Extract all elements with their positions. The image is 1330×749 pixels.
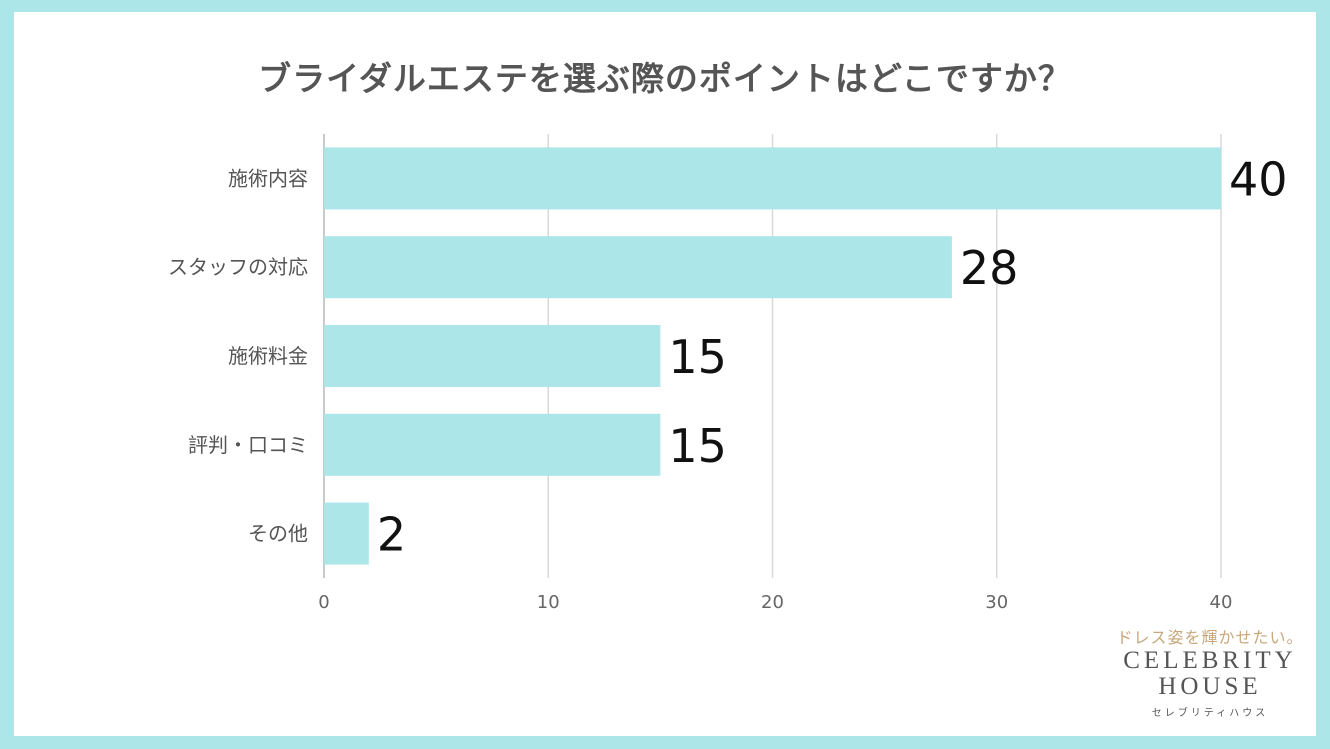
- logo-brand-line2: HOUSE: [1158, 673, 1262, 700]
- logo-brand-sub: セレブリティハウス: [1151, 708, 1269, 719]
- x-tick-label: 0: [318, 592, 329, 613]
- category-label: スタッフの対応: [168, 255, 308, 279]
- bar: [324, 502, 369, 565]
- bar: [324, 147, 1221, 210]
- bar: [324, 236, 952, 299]
- bar: [324, 413, 661, 476]
- value-label: 15: [668, 419, 727, 473]
- logo-tagline: ドレス姿を輝かせたい。: [1116, 628, 1304, 647]
- value-label: 15: [668, 330, 727, 384]
- x-tick-label: 20: [761, 592, 784, 613]
- category-label: その他: [248, 522, 308, 546]
- category-label: 評判・口コミ: [188, 433, 308, 457]
- bar: [324, 325, 661, 387]
- value-label: 2: [377, 508, 406, 562]
- x-tick-label: 10: [537, 592, 560, 613]
- x-tick-label: 30: [985, 592, 1008, 613]
- x-tick-label: 40: [1210, 592, 1233, 613]
- chart-title: ブライダルエステを選ぶ際のポイントはどこですか？: [258, 59, 1072, 98]
- category-label: 施術内容: [228, 166, 308, 190]
- category-label: 施術料金: [228, 344, 308, 368]
- value-label: 28: [960, 241, 1019, 295]
- logo-brand-line1: CELEBRITY: [1123, 647, 1297, 674]
- chart-card: [14, 12, 1316, 736]
- value-label: 40: [1229, 152, 1288, 206]
- brand-logo: ドレス姿を輝かせたい。 CELEBRITY HOUSE セレブリティハウス: [1110, 624, 1310, 719]
